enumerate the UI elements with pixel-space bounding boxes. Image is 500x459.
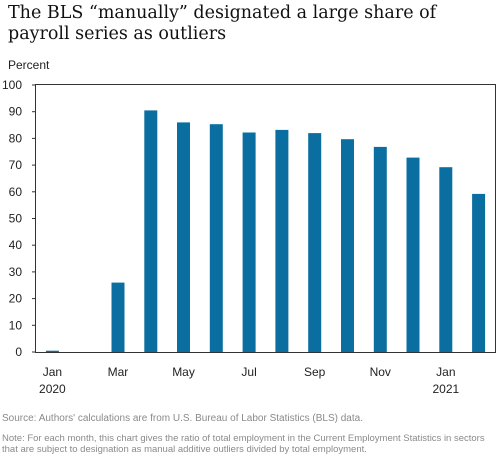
y-axis-label: Percent xyxy=(8,58,50,72)
bar xyxy=(341,139,354,352)
x-tick-year-label: 2020 xyxy=(39,382,66,396)
x-axis: Jan 2020 Mar May Jul Sep Nov Jan 2021 xyxy=(39,365,459,396)
bar xyxy=(209,124,223,352)
x-tick-label: Jan xyxy=(436,365,455,379)
x-tick-label: Sep xyxy=(304,365,326,379)
chart-title: The BLS “manually” designated a large sh… xyxy=(8,3,437,44)
y-tick-label: 70 xyxy=(9,158,23,172)
bar xyxy=(45,350,59,352)
y-tick-label: 30 xyxy=(9,265,23,279)
source-note: Source: Authors' calculations are from U… xyxy=(2,413,363,424)
footnote: Note: For each month, this chart gives t… xyxy=(2,433,485,455)
bar-chart: 0 10 20 30 40 50 60 70 80 90 100 Jan 2020 Mar May Jul S… xyxy=(2,78,496,396)
x-tick-year-label: 2021 xyxy=(432,382,459,396)
x-tick-label: Nov xyxy=(370,365,391,379)
y-tick-label: 60 xyxy=(9,185,23,199)
bar xyxy=(308,133,322,352)
y-tick-label: 100 xyxy=(2,78,22,92)
x-tick-label: Jul xyxy=(241,365,256,379)
y-tick-label: 80 xyxy=(9,131,23,145)
y-tick-label: 40 xyxy=(9,238,23,252)
bars xyxy=(45,110,486,353)
x-tick-label: Mar xyxy=(108,365,129,379)
bar xyxy=(177,122,190,353)
x-tick-label: May xyxy=(172,365,195,379)
y-tick-label: 10 xyxy=(9,318,23,332)
y-axis: 0 10 20 30 40 50 60 70 80 90 100 xyxy=(2,78,36,359)
bar xyxy=(373,146,387,352)
bar xyxy=(439,167,453,352)
y-tick-label: 20 xyxy=(9,292,23,306)
bar xyxy=(275,129,289,352)
y-tick-label: 90 xyxy=(9,105,23,119)
bar xyxy=(406,157,420,352)
x-tick-label: Jan xyxy=(43,365,62,379)
y-tick-label: 0 xyxy=(15,345,22,359)
bar xyxy=(111,282,125,352)
plot-frame xyxy=(35,84,496,353)
bar xyxy=(242,132,256,352)
bar xyxy=(144,110,158,353)
bar xyxy=(472,193,486,352)
y-tick-label: 50 xyxy=(9,212,23,226)
